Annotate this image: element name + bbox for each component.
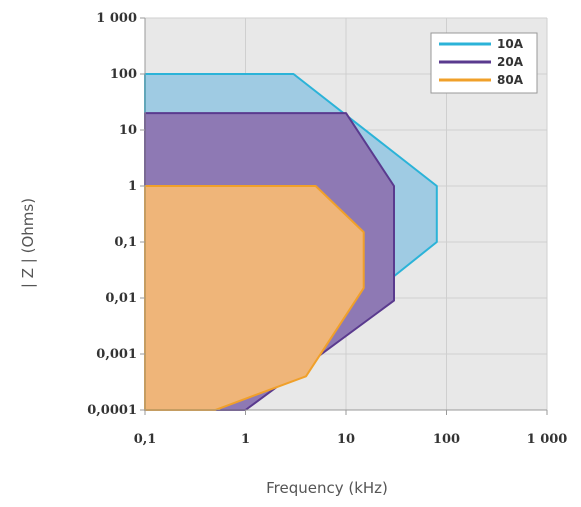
x-axis-title: Frequency (kHz) <box>266 479 388 497</box>
y-tick-label: 0,1 <box>114 235 137 250</box>
x-tick-labels: 0,1 1 10 100 1 000 <box>134 432 568 447</box>
x-tick-label: 1 000 <box>527 432 568 447</box>
legend-label-10a: 10A <box>497 37 524 51</box>
x-tick-label: 1 <box>241 432 250 447</box>
y-tick-label: 10 <box>119 123 137 138</box>
y-axis-title: | Z | (Ohms) <box>19 198 37 288</box>
y-tick-label: 1 000 <box>96 11 137 26</box>
y-tick-label: 0,01 <box>105 291 137 306</box>
y-tick-label: 100 <box>110 67 137 82</box>
x-tick-label: 100 <box>433 432 460 447</box>
axis-layer <box>140 17 548 415</box>
y-tick-label: 1 <box>128 179 137 194</box>
legend-label-80a: 80A <box>497 73 524 87</box>
legend: 10A 20A 80A <box>430 32 538 94</box>
x-tick-label: 10 <box>337 432 355 447</box>
y-tick-label: 0,0001 <box>87 403 137 418</box>
x-tick-label: 0,1 <box>134 432 157 447</box>
y-tick-labels: 1 000 100 10 1 0,1 0,01 0,001 0,0001 <box>87 11 137 418</box>
y-tick-label: 0,001 <box>96 347 137 362</box>
series-layer <box>144 73 438 411</box>
legend-label-20a: 20A <box>497 55 524 69</box>
